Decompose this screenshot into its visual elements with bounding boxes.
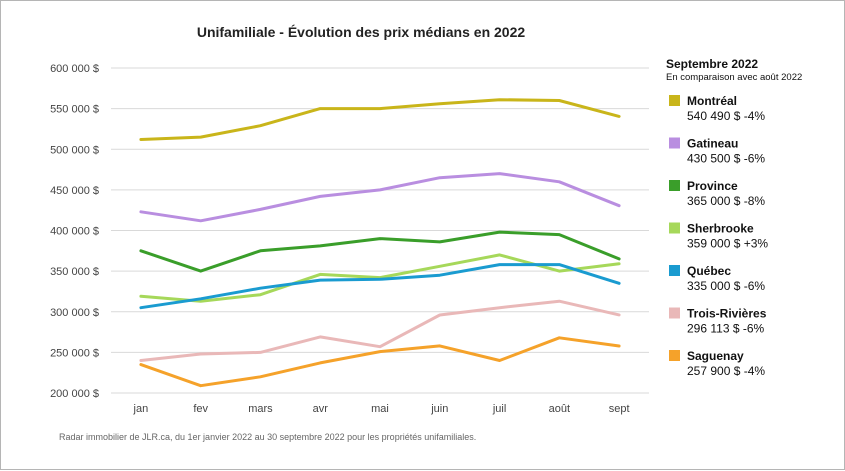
x-tick-label: fev: [193, 403, 208, 415]
x-tick-label: août: [549, 403, 570, 415]
series-layer: [139, 98, 621, 388]
series-line-saguenay: [139, 336, 621, 388]
y-tick-label: 250 000 $: [50, 347, 99, 359]
y-tick-label: 400 000 $: [50, 226, 99, 238]
legend-value-gatineau: 430 500 $ -6%: [687, 152, 765, 166]
series-line-province: [139, 230, 621, 273]
legend-name-montreal: Montréal: [687, 94, 737, 108]
chart-title: Unifamiliale - Évolution des prix médian…: [197, 24, 526, 40]
legend-value-sherbrooke: 359 000 $ +3%: [687, 237, 768, 251]
legend-swatch-trois-rivieres: [669, 307, 680, 319]
series-line-trois-rivieres: [139, 299, 621, 362]
y-tick-label: 600 000 $: [50, 63, 99, 75]
grid-layer: [111, 67, 649, 394]
legend-name-trois-rivieres: Trois-Rivières: [687, 307, 767, 321]
legend-swatch-gatineau: [669, 137, 680, 149]
legend-name-saguenay: Saguenay: [687, 349, 744, 363]
legend-value-montreal: 540 490 $ -4%: [687, 109, 765, 123]
y-tick-label: 500 000 $: [50, 144, 99, 156]
series-line-montreal: [139, 98, 621, 141]
legend-name-sherbrooke: Sherbrooke: [687, 222, 754, 236]
legend-value-trois-rivieres: 296 113 $ -6%: [687, 322, 764, 336]
legend-swatch-quebec: [669, 265, 680, 276]
legend-swatch-saguenay: [669, 350, 680, 361]
y-tick-label: 350 000 $: [50, 266, 99, 278]
legend: Septembre 2022 En comparaison avec août …: [666, 57, 802, 378]
legend-name-gatineau: Gatineau: [687, 137, 738, 151]
legend-value-quebec: 335 000 $ -6%: [687, 279, 765, 293]
x-tick-label: juil: [492, 403, 506, 415]
x-axis-ticks: jan fev mars avr mai juin juil août sept: [133, 403, 630, 415]
legend-subtitle: En comparaison avec août 2022: [666, 72, 802, 83]
x-tick-label: juin: [430, 403, 448, 415]
y-tick-label: 450 000 $: [50, 185, 99, 197]
x-tick-label: sept: [609, 403, 630, 415]
legend-title: Septembre 2022: [666, 57, 758, 71]
y-axis-ticks: 600 000 $ 550 000 $ 500 000 $ 450 000 $ 400 …: [50, 63, 99, 400]
legend-swatch-province: [669, 180, 680, 191]
x-tick-label: avr: [313, 403, 329, 415]
legend-name-province: Province: [687, 179, 738, 193]
y-tick-label: 550 000 $: [50, 104, 99, 116]
legend-name-quebec: Québec: [687, 264, 731, 278]
legend-swatch-sherbrooke: [669, 222, 680, 234]
legend-value-province: 365 000 $ -8%: [687, 194, 765, 208]
legend-value-saguenay: 257 900 $ -4%: [687, 364, 765, 378]
x-tick-label: mai: [371, 403, 389, 415]
x-tick-label: jan: [133, 403, 149, 415]
series-line-gatineau: [139, 172, 621, 223]
legend-swatch-montreal: [669, 95, 680, 106]
y-tick-label: 300 000 $: [50, 307, 99, 319]
x-tick-label: mars: [248, 403, 273, 415]
footnote: Radar immobilier de JLR.ca, du 1er janvi…: [59, 432, 476, 442]
y-tick-label: 200 000 $: [50, 388, 99, 400]
series-line-quebec: [139, 263, 621, 310]
